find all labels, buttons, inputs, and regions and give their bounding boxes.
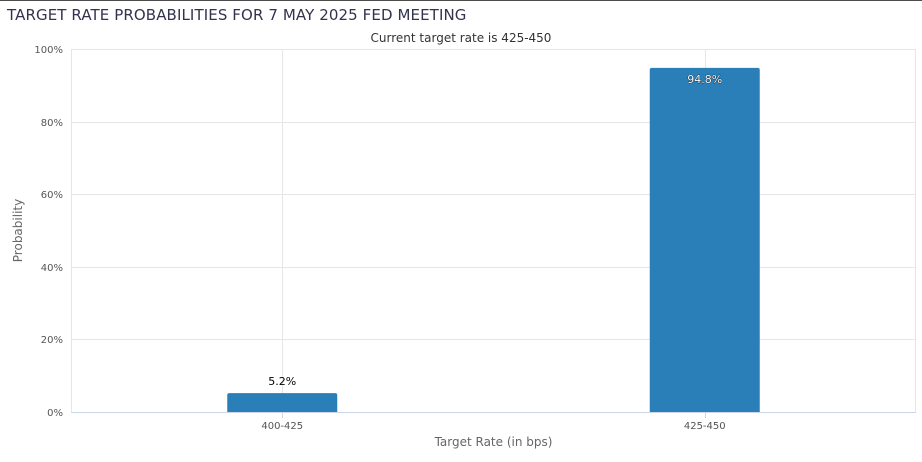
- data-label-425-450: 94.8%: [687, 73, 722, 86]
- y-tick-label: 0%: [47, 408, 63, 419]
- data-label-400-425: 5.2%: [268, 375, 296, 388]
- bar-425-450[interactable]: [649, 67, 760, 412]
- axes: 0% 20% 40% 60% 80% 100% 400-425 425-450: [34, 45, 916, 432]
- x-axis-title: Target Rate (in bps): [434, 435, 553, 449]
- bars: [227, 67, 760, 412]
- y-tick-label: 100%: [34, 45, 63, 56]
- data-labels: 5.2% 94.8%: [268, 73, 722, 389]
- y-tick-label: 60%: [41, 190, 63, 201]
- bar-400-425[interactable]: [227, 393, 338, 412]
- y-tick-label: 20%: [41, 335, 63, 346]
- x-tick-label: 425-450: [684, 421, 726, 432]
- chart-subtitle: Current target rate is 425-450: [370, 31, 552, 45]
- y-tick-label: 80%: [41, 118, 63, 129]
- x-tick-label: 400-425: [261, 421, 303, 432]
- y-tick-label: 40%: [41, 263, 63, 274]
- top-divider: [0, 0, 922, 1]
- y-axis-title: Probability: [11, 199, 25, 262]
- gridlines: [71, 49, 916, 412]
- chart-title: TARGET RATE PROBABILITIES FOR 7 MAY 2025…: [7, 6, 467, 24]
